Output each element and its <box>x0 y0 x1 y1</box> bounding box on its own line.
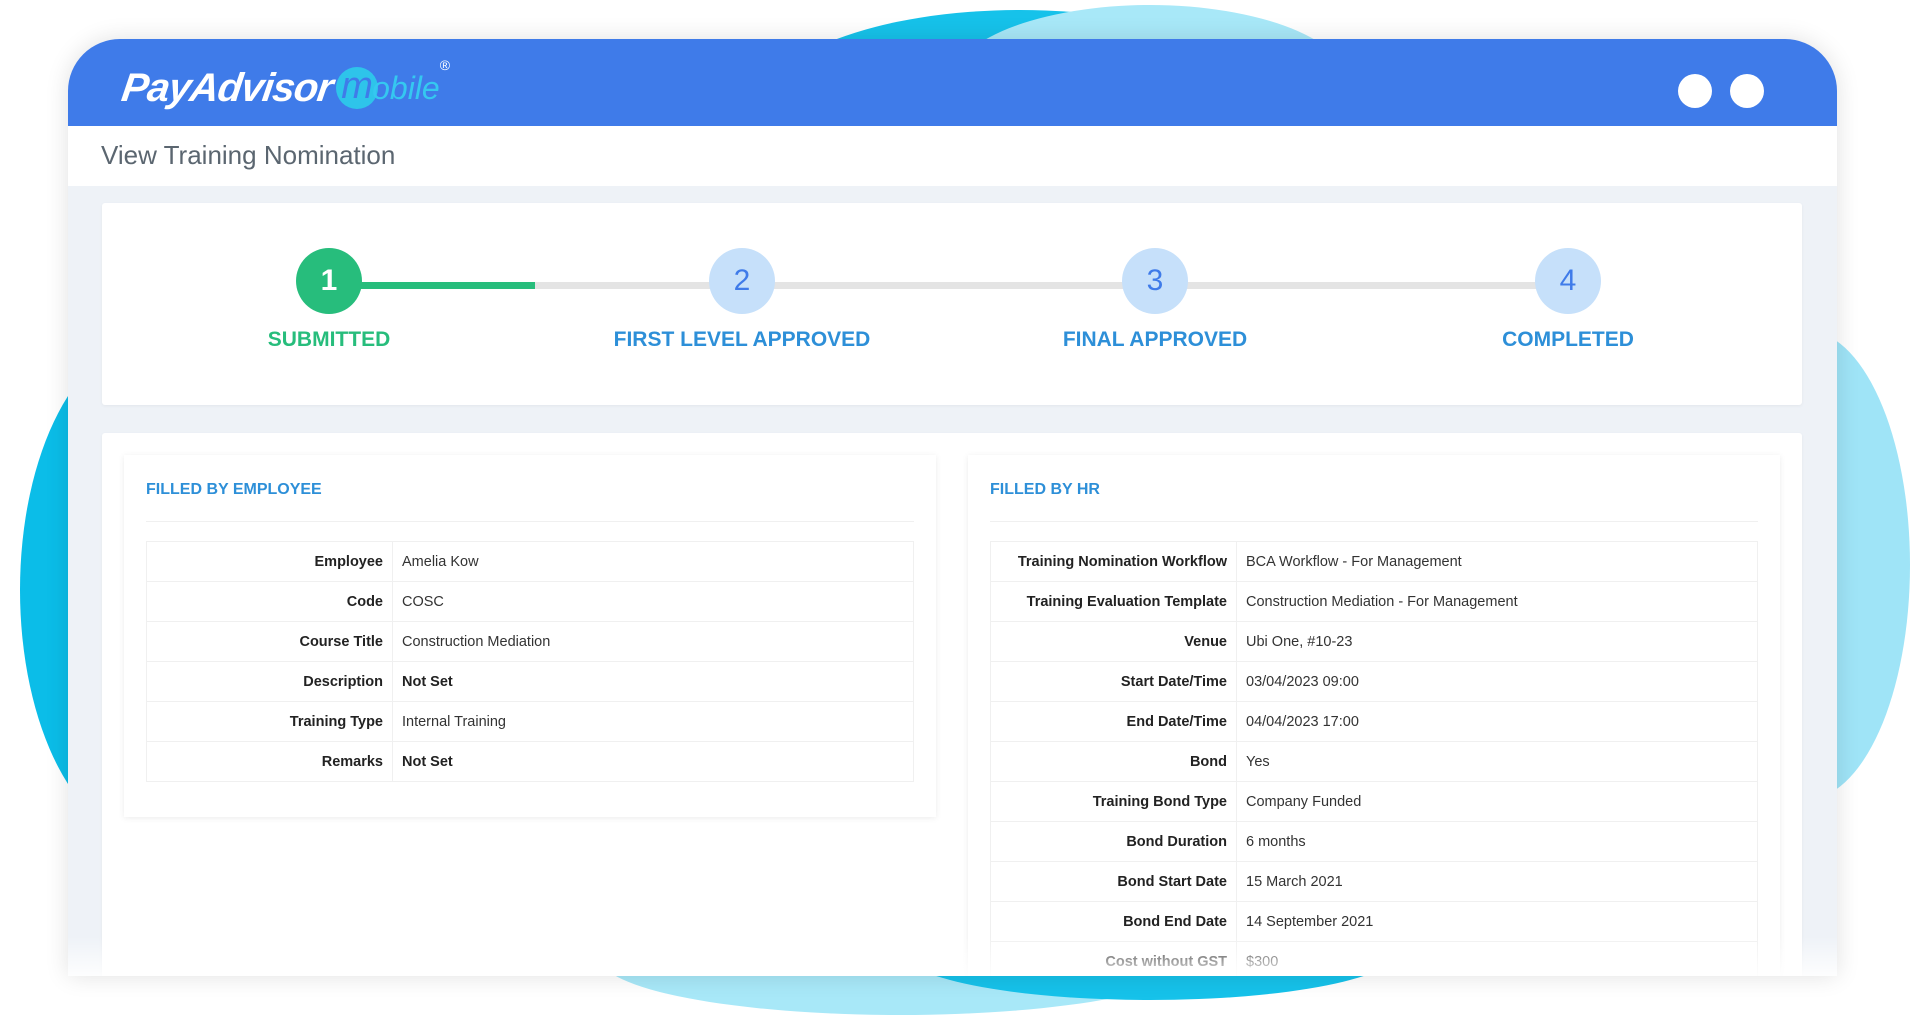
field-label: Venue <box>990 621 1237 662</box>
page-title: View Training Nomination <box>101 140 396 170</box>
table-row: Code COSC <box>146 581 914 622</box>
employee-panel: FILLED BY EMPLOYEE Employee Amelia Kow Cod… <box>124 455 936 817</box>
table-row: Bond Yes <box>990 741 1758 782</box>
step-first-level-approved: 2 FIRST LEVEL APPROVED <box>592 203 892 352</box>
step-label: COMPLETED <box>1502 328 1634 351</box>
progress-track <box>329 282 1568 289</box>
field-value: Amelia Kow <box>392 541 914 582</box>
table-row: Bond End Date 14 September 2021 <box>990 901 1758 942</box>
table-row: Remarks Not Set <box>146 741 914 782</box>
table-row: Course Title Construction Mediation <box>146 621 914 662</box>
step-number: 1 <box>296 248 362 314</box>
window-dot-button[interactable] <box>1730 74 1764 108</box>
field-value: Not Set <box>392 741 914 782</box>
step-number: 3 <box>1122 248 1188 314</box>
employee-details-table: Employee Amelia Kow Code COSC Course Title Co… <box>146 541 914 782</box>
hr-details-table: Training Nomination Workflow BCA Workflow… <box>990 541 1758 976</box>
table-row: Bond Duration 6 months <box>990 821 1758 862</box>
field-value: 15 March 2021 <box>1236 861 1758 902</box>
field-value: Construction Mediation - For Management <box>1236 581 1758 622</box>
field-label: Course Title <box>146 621 393 662</box>
field-value: Yes <box>1236 741 1758 782</box>
field-value: Construction Mediation <box>392 621 914 662</box>
field-label: Bond <box>990 741 1237 782</box>
table-row: Bond Start Date 15 March 2021 <box>990 861 1758 902</box>
app-header: PayAdvisor m obile ® <box>68 39 1837 126</box>
workflow-stepper: 1 SUBMITTED 2 FIRST LEVEL APPROVED 3 FIN… <box>102 203 1802 405</box>
field-value: 03/04/2023 09:00 <box>1236 661 1758 702</box>
step-number: 2 <box>709 248 775 314</box>
field-label: Training Nomination Workflow <box>990 541 1237 582</box>
table-row: End Date/Time 04/04/2023 17:00 <box>990 701 1758 742</box>
field-label: Start Date/Time <box>990 661 1237 702</box>
bottom-fade <box>68 936 1837 976</box>
field-label: Bond End Date <box>990 901 1237 942</box>
table-row: Training Nomination Workflow BCA Workflow… <box>990 541 1758 582</box>
table-row: Start Date/Time 03/04/2023 09:00 <box>990 661 1758 702</box>
section-heading: FILLED BY EMPLOYEE <box>146 481 322 498</box>
window-dot-button[interactable] <box>1678 74 1712 108</box>
details-card: FILLED BY EMPLOYEE Employee Amelia Kow Cod… <box>102 433 1802 976</box>
section-heading: FILLED BY HR <box>990 481 1100 498</box>
field-label: Training Type <box>146 701 393 742</box>
field-value: Ubi One, #10-23 <box>1236 621 1758 662</box>
field-value: BCA Workflow - For Management <box>1236 541 1758 582</box>
field-value: 04/04/2023 17:00 <box>1236 701 1758 742</box>
field-label: Bond Duration <box>990 821 1237 862</box>
table-row: Training Evaluation Template Construction… <box>990 581 1758 622</box>
field-value: 14 September 2021 <box>1236 901 1758 942</box>
table-row: Description Not Set <box>146 661 914 702</box>
step-submitted: 1 SUBMITTED <box>179 203 479 352</box>
step-label: SUBMITTED <box>267 328 391 351</box>
table-row: Training Type Internal Training <box>146 701 914 742</box>
field-label: Employee <box>146 541 393 582</box>
step-final-approved: 3 FINAL APPROVED <box>1005 203 1305 352</box>
field-label: Code <box>146 581 393 622</box>
field-value: Company Funded <box>1236 781 1758 822</box>
field-label: Training Bond Type <box>990 781 1237 822</box>
table-row: Training Bond Type Company Funded <box>990 781 1758 822</box>
field-label: Training Evaluation Template <box>990 581 1237 622</box>
payadvisor-logo: PayAdvisor m obile ® <box>118 57 451 110</box>
field-label: Description <box>146 661 393 702</box>
field-value: COSC <box>392 581 914 622</box>
app-window: PayAdvisor m obile ® View Training Nominati… <box>68 39 1837 976</box>
title-bar: View Training Nomination <box>68 126 1837 186</box>
progress-fill <box>329 282 535 289</box>
divider <box>146 521 914 522</box>
field-label: Remarks <box>146 741 393 782</box>
step-label: FIRST LEVEL APPROVED <box>613 328 871 351</box>
step-completed: 4 COMPLETED <box>1418 203 1718 352</box>
field-value: Internal Training <box>392 701 914 742</box>
table-row: Venue Ubi One, #10-23 <box>990 621 1758 662</box>
step-label: FINAL APPROVED <box>1062 328 1248 351</box>
step-number: 4 <box>1535 248 1601 314</box>
divider <box>990 521 1758 522</box>
field-label: Bond Start Date <box>990 861 1237 902</box>
field-value: Not Set <box>392 661 914 702</box>
field-value: 6 months <box>1236 821 1758 862</box>
hr-panel: FILLED BY HR Training Nomination Workflo… <box>968 455 1780 976</box>
table-row: Employee Amelia Kow <box>146 541 914 582</box>
field-label: End Date/Time <box>990 701 1237 742</box>
